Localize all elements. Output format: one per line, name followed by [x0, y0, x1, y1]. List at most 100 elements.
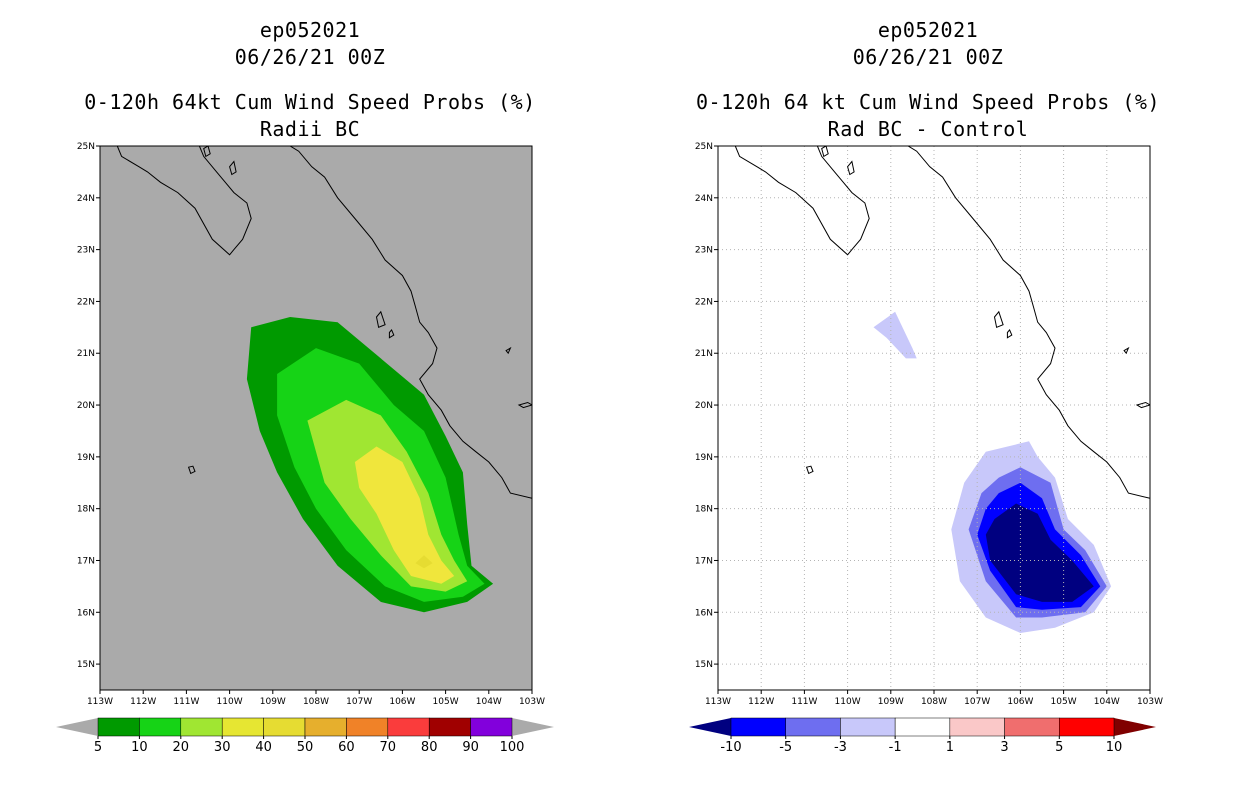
- y-tick-label: 22N: [695, 297, 713, 307]
- colorbar-swatch: [346, 717, 389, 737]
- x-tick-label: 108W: [921, 697, 947, 707]
- colorbar-swatch: [304, 717, 347, 737]
- contour-4-40-50: [415, 555, 433, 569]
- contour-4--10: [985, 503, 1094, 602]
- x-tick-label: 109W: [260, 697, 286, 707]
- island-outline: [229, 160, 237, 176]
- contour-0--3-to-1: [873, 311, 917, 359]
- colorbar-under-arrow: [56, 718, 98, 736]
- y-tick-label: 19N: [77, 453, 95, 463]
- coastline-baja: [116, 146, 252, 256]
- colorbar-under-arrow: [689, 718, 731, 736]
- island-outline: [1123, 346, 1130, 355]
- x-tick-label: 105W: [1051, 697, 1077, 707]
- island-outline: [805, 465, 814, 475]
- colorbar-swatch: [221, 717, 264, 737]
- x-tick-label: 105W: [433, 697, 459, 707]
- y-tick-label: 18N: [77, 505, 95, 515]
- colorbar-swatch: [428, 717, 471, 737]
- colorbar-label: -10: [720, 740, 741, 755]
- island-outline: [505, 346, 512, 355]
- island-outline: [1135, 401, 1150, 409]
- x-tick-label: 104W: [476, 697, 502, 707]
- contour-3-30-40: [354, 446, 455, 584]
- y-tick-label: 24N: [77, 194, 95, 204]
- x-tick-label: 111W: [173, 697, 199, 707]
- y-tick-label: 25N: [77, 142, 95, 152]
- colorbar-swatch: [1059, 717, 1115, 737]
- island-outline: [388, 328, 395, 339]
- colorbar-label: 80: [421, 740, 438, 755]
- colorbar-swatch: [470, 717, 513, 737]
- right-date: 06/26/21 00Z: [852, 45, 1004, 69]
- x-tick-label: 111W: [791, 697, 817, 707]
- map-content: [718, 146, 1150, 690]
- colorbar-label: 5: [1055, 740, 1063, 755]
- y-tick-label: 15N: [695, 660, 713, 670]
- right-map-panel: 113W 112W 111W 110W 109W 108W 107W 106W 105W 104W…: [695, 142, 1163, 707]
- colorbar-label: 90: [462, 740, 479, 755]
- right-storm-id: ep052021: [877, 18, 979, 42]
- island-outline: [187, 465, 196, 475]
- coastline-mainland: [907, 146, 1150, 499]
- colorbar-label: 100: [500, 740, 525, 755]
- island-outline: [993, 310, 1004, 328]
- island-outline: [1006, 328, 1013, 339]
- right-colorbar: -10 -5 -3 -1 1 3 5 10: [689, 717, 1156, 755]
- colorbar-swatch: [840, 717, 896, 737]
- left-title: 0-120h 64kt Cum Wind Speed Probs (%): [84, 90, 536, 114]
- x-tick-label: 103W: [1137, 697, 1163, 707]
- colorbar-label: 10: [131, 740, 148, 755]
- x-tick-label: 113W: [705, 697, 731, 707]
- x-tick-label: 109W: [878, 697, 904, 707]
- colorbar-label: 70: [380, 740, 397, 755]
- colorbar-swatch: [1004, 717, 1060, 737]
- y-tick-label: 20N: [695, 401, 713, 411]
- x-tick-label: 103W: [519, 697, 545, 707]
- colorbar-label: 50: [297, 740, 314, 755]
- left-colorbar: 5 10 20 30 40 50 60 70 80 90 100: [56, 717, 554, 755]
- island-outline: [847, 160, 855, 176]
- x-tick-label: 110W: [217, 697, 243, 707]
- x-tick-label: 107W: [964, 697, 990, 707]
- x-tick-label: 106W: [389, 697, 415, 707]
- colorbar-over-arrow: [1114, 718, 1156, 736]
- y-tick-label: 17N: [695, 556, 713, 566]
- y-tick-label: 21N: [77, 349, 95, 359]
- y-tick-label: 23N: [695, 246, 713, 256]
- y-tick-label: 16N: [695, 608, 713, 618]
- y-tick-label: 16N: [77, 608, 95, 618]
- y-tick-label: 20N: [77, 401, 95, 411]
- colorbar-swatch: [949, 717, 1005, 737]
- x-tick-label: 110W: [835, 697, 861, 707]
- y-tick-label: 17N: [77, 556, 95, 566]
- x-tick-label: 112W: [130, 697, 156, 707]
- colorbar-label: -1: [889, 740, 902, 755]
- colorbar-label: 1: [946, 740, 954, 755]
- y-tick-label: 18N: [695, 505, 713, 515]
- colorbar-label: 30: [214, 740, 231, 755]
- colorbar-swatch: [97, 717, 140, 737]
- right-title: 0-120h 64 kt Cum Wind Speed Probs (%): [695, 90, 1161, 114]
- island-outline: [517, 401, 532, 409]
- colorbar-label: 60: [338, 740, 355, 755]
- coastline-baja: [734, 146, 870, 256]
- x-tick-label: 106W: [1007, 697, 1033, 707]
- y-tick-label: 15N: [77, 660, 95, 670]
- right-subtitle: Rad BC - Control: [827, 117, 1029, 141]
- colorbar-swatch: [785, 717, 841, 737]
- x-tick-label: 113W: [87, 697, 113, 707]
- island-outline: [375, 310, 386, 328]
- island-outline: [821, 146, 829, 158]
- x-tick-label: 104W: [1094, 697, 1120, 707]
- colorbar-swatch: [894, 717, 951, 737]
- left-storm-id: ep052021: [259, 18, 361, 42]
- x-tick-label: 108W: [303, 697, 329, 707]
- colorbar-label: 20: [173, 740, 190, 755]
- colorbar-swatch: [139, 717, 182, 737]
- y-tick-label: 22N: [77, 297, 95, 307]
- colorbar-label: -5: [779, 740, 792, 755]
- y-tick-label: 19N: [695, 453, 713, 463]
- y-tick-label: 23N: [77, 246, 95, 256]
